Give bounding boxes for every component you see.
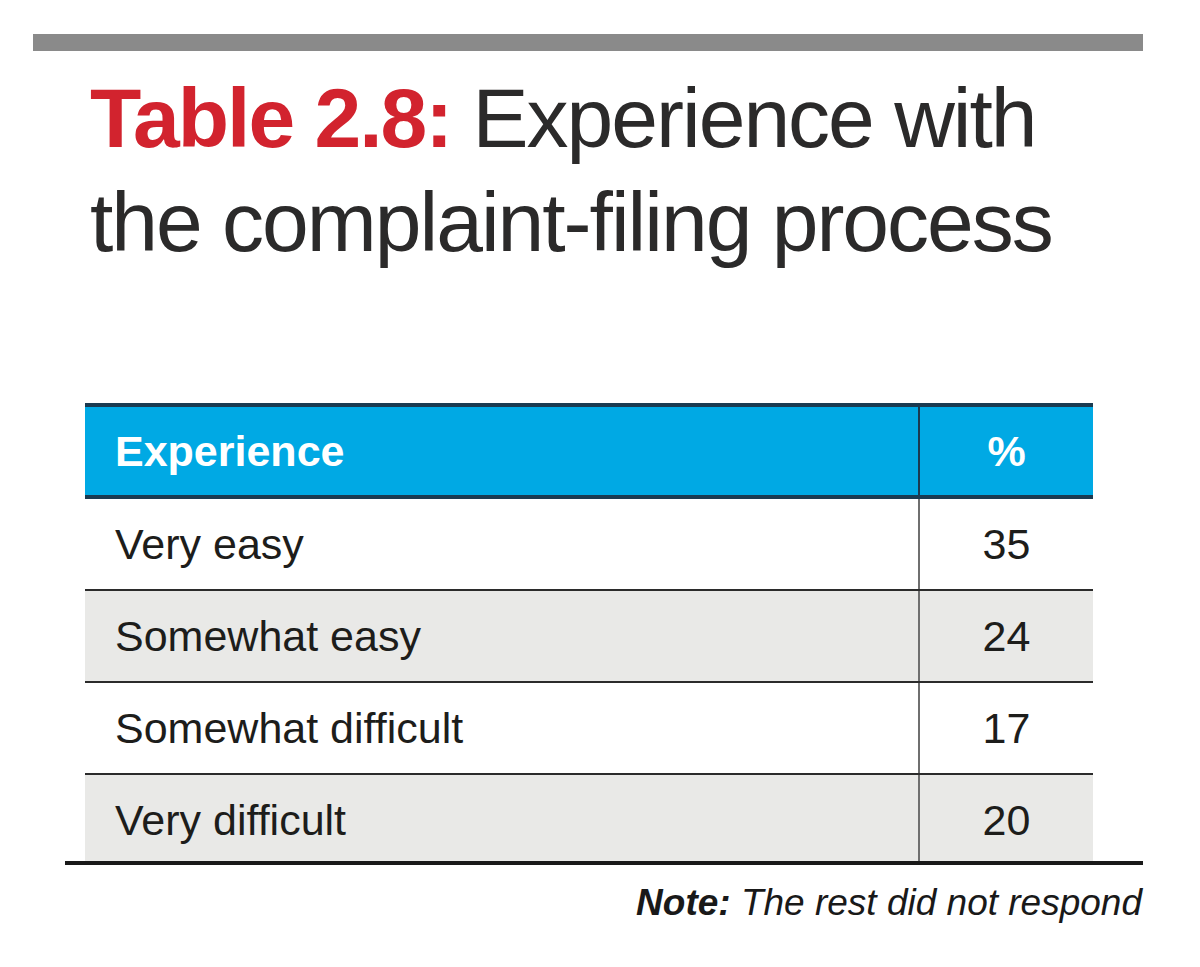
row-value: 35	[918, 499, 1093, 589]
top-divider-bar	[33, 34, 1143, 51]
table-row: Somewhat easy 24	[85, 589, 1093, 681]
data-table: Experience % Very easy 35 Somewhat easy …	[85, 403, 1093, 865]
row-value: 20	[918, 775, 1093, 865]
table-number-label: Table 2.8:	[90, 71, 451, 165]
page-title: Table 2.8: Experience with the complaint…	[90, 66, 1080, 274]
table-row: Very easy 35	[85, 499, 1093, 589]
footnote: Note: The rest did not respond	[636, 882, 1142, 924]
row-label: Somewhat easy	[85, 591, 918, 681]
row-label: Very difficult	[85, 775, 918, 865]
header-cell-percent: %	[918, 407, 1093, 495]
table-row: Somewhat difficult 17	[85, 681, 1093, 773]
row-value: 24	[918, 591, 1093, 681]
table-row: Very difficult 20	[85, 773, 1093, 865]
row-value: 17	[918, 683, 1093, 773]
header-cell-experience: Experience	[85, 407, 918, 495]
row-label: Somewhat difficult	[85, 683, 918, 773]
footnote-label: Note:	[636, 882, 731, 923]
table-bottom-rule	[65, 861, 1143, 865]
row-label: Very easy	[85, 499, 918, 589]
footnote-text: The rest did not respond	[731, 882, 1142, 923]
table-header-row: Experience %	[85, 403, 1093, 499]
